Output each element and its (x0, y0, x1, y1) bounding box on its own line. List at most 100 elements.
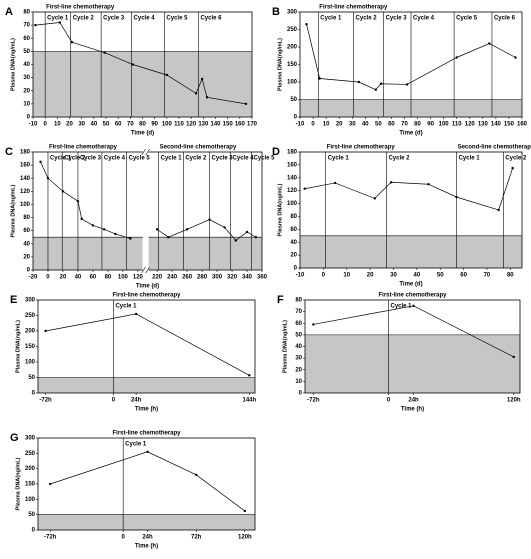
y-tick-label: 70 (23, 23, 30, 29)
x-tick-label: 130 (198, 122, 209, 128)
x-tick-label: 0 (311, 122, 315, 128)
y-tick-label: 150 (25, 344, 36, 350)
y-axis-label: Plasma DNA(ng/mL) (15, 457, 21, 510)
break-mark (145, 148, 150, 156)
x-tick-label: 70 (484, 273, 491, 279)
y-tick-label: 200 (25, 466, 36, 472)
data-point (134, 312, 138, 316)
y-tick-label: 200 (25, 329, 36, 335)
y-tick-label: 250 (25, 313, 36, 319)
data-point (511, 166, 514, 170)
panel: 0 50 100 150 200 250 300 -72h 0 24h 72h 120h Time (h… (10, 431, 256, 550)
y-tick-label: 100 (287, 201, 298, 207)
chemo-title: Second-line chemotherapy (160, 145, 237, 151)
y-tick-label: 60 (23, 36, 30, 42)
cycle-label: Cycle 5 (129, 156, 151, 162)
y-axis-label: Plasma DNA(ng/mL) (277, 183, 283, 236)
cycle-label: Cycle 1 (328, 156, 350, 162)
x-tick-label: 24h (142, 535, 153, 541)
x-axis-label: Time (d) (136, 284, 159, 290)
cycle-label: Cycle 2 (73, 16, 95, 22)
x-tick-label: 160 (235, 122, 246, 128)
x-tick-label: 280 (197, 275, 208, 281)
cycle-label: Cycle 2 (185, 156, 207, 162)
chemo-title: Second-line chemotherapy (458, 145, 531, 151)
cycle-label: Cycle 1 (459, 156, 481, 162)
x-tick-label: 140 (210, 122, 221, 128)
chemo-title: First-line chemotherapy (319, 5, 388, 11)
x-tick-label: 40 (75, 275, 82, 281)
x-axis-label: Time (d) (399, 131, 422, 137)
x-tick-label: 150 (504, 122, 515, 128)
y-tick-label: 80 (23, 10, 30, 16)
threshold-shade (38, 514, 255, 530)
cycle-label: Cycle 4 (104, 156, 126, 162)
data-point (205, 96, 209, 99)
x-axis-label: Time (d) (131, 131, 154, 137)
x-tick-label: 40 (90, 122, 97, 128)
data-point (312, 323, 315, 326)
y-tick-label: 140 (20, 176, 31, 182)
y-tick-label: 80 (295, 298, 302, 304)
y-tick-label: 0 (27, 268, 31, 274)
y-tick-label: 100 (25, 360, 36, 366)
x-tick-label: 20 (66, 122, 73, 128)
cycle-label: Cycle 1 (320, 16, 342, 22)
cycle-label: Cycle 1 (50, 156, 72, 162)
x-tick-label: 50 (375, 122, 382, 128)
y-tick-label: 20 (23, 88, 30, 94)
x-tick-label: -72h (39, 398, 52, 404)
x-tick-label: 160 (517, 122, 528, 128)
x-tick-label: -20 (29, 275, 38, 281)
y-axis-label: Plasma DNA(ng/mL) (282, 320, 288, 373)
y-tick-label: 20 (23, 254, 30, 260)
x-tick-label: -10 (296, 273, 305, 279)
cycle-label: Cycle 5 (254, 156, 276, 162)
x-tick-label: 60 (115, 122, 122, 128)
data-point (248, 374, 251, 377)
x-tick-label: 70 (401, 122, 408, 128)
cycle-label: Cycle 1 (47, 16, 69, 22)
data-point (102, 228, 106, 231)
data-point (146, 450, 149, 453)
cycle-label: Cycle 3 (212, 156, 234, 162)
data-line (35, 22, 246, 105)
cycle-label: Cycle 6 (494, 16, 516, 22)
cycle-label: Cycle 1 (390, 304, 412, 310)
y-tick-label: 180 (20, 150, 31, 156)
data-point (412, 304, 415, 308)
x-tick-label: 110 (174, 122, 184, 128)
data-point (318, 77, 321, 80)
y-tick-label: 120 (287, 188, 298, 194)
chemo-title: First-line chemotherapy (327, 145, 396, 151)
x-tick-label: 100 (439, 122, 450, 128)
x-tick-label: 60 (388, 122, 395, 128)
data-point (497, 208, 500, 212)
x-tick-label: 20 (367, 273, 374, 279)
cycle-label: Cycle 4 (233, 156, 255, 162)
data-point (129, 237, 132, 240)
panel-label: F (277, 294, 284, 306)
panel-label: A (5, 6, 13, 18)
x-tick-label: 100 (118, 275, 129, 281)
data-point (245, 230, 249, 234)
threshold-shade (38, 377, 255, 393)
data-point (185, 228, 189, 231)
y-tick-label: 20 (295, 367, 302, 373)
y-tick-label: 60 (295, 321, 302, 327)
data-point (379, 82, 383, 85)
data-point (455, 195, 458, 199)
cycle-label: Cycle 2 (64, 156, 86, 162)
data-line (50, 451, 246, 512)
y-tick-label: 50 (290, 97, 297, 103)
x-tick-label: 10 (343, 273, 350, 279)
x-tick-label: 10 (323, 122, 330, 128)
data-point (167, 236, 170, 239)
data-point (114, 232, 117, 236)
cycle-label: Cycle 1 (115, 304, 137, 310)
y-tick-label: 160 (20, 163, 31, 169)
cycle-label: Cycle 6 (200, 16, 222, 22)
chemo-title: First-line chemotherapy (49, 145, 118, 151)
